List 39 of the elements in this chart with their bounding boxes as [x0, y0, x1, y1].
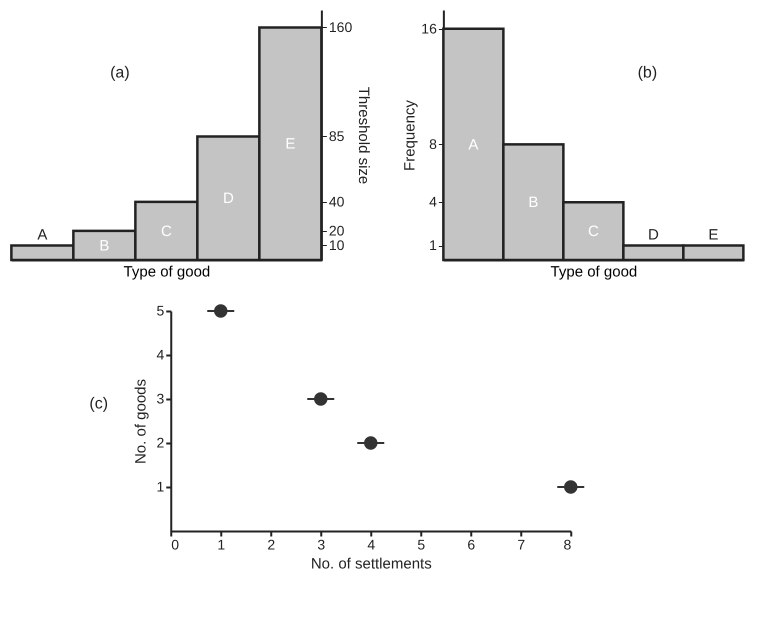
y-tick-label: 3 — [156, 390, 164, 406]
y-tick-label: 1 — [156, 478, 164, 494]
y-axis-title: No. of goods — [132, 378, 150, 464]
y-tick-label: 2 — [156, 434, 164, 450]
y2-tick-label: 20 — [328, 222, 345, 238]
y2-tick-label: 85 — [328, 128, 345, 144]
x-axis-title: No. of settlements — [310, 556, 432, 572]
y-axis-title: Frequency — [401, 100, 418, 171]
x-tick-label: 1 — [217, 536, 226, 552]
x-tick-label: A — [468, 136, 478, 154]
x-tick-label: 0 — [171, 536, 180, 552]
y-tick-label: 4 — [156, 346, 164, 362]
y2-axis-title: Threshold size — [355, 86, 372, 184]
x-tick-label: 3 — [317, 536, 326, 552]
x-tick-label: C — [588, 223, 599, 240]
y2-tick-label: 10 — [328, 236, 345, 253]
x-tick-label: 4 — [367, 536, 376, 552]
x-tick-label: 7 — [517, 536, 526, 552]
x-tick-label: D — [222, 190, 234, 208]
x-tick-label: A — [37, 226, 48, 244]
x-tick-label: B — [528, 194, 538, 212]
x-tick-label: B — [99, 237, 110, 254]
x-tick-label: 8 — [563, 536, 572, 552]
y2-tick-label: 160 — [328, 18, 352, 35]
x-axis-title: Type of good — [124, 264, 210, 280]
x-tick-label: D — [648, 226, 659, 244]
x-tick-label: 2 — [267, 536, 276, 552]
text: (a) — [110, 64, 130, 82]
x-tick-label: 5 — [417, 536, 426, 552]
x-axis-title: Type of good — [550, 264, 638, 280]
x-tick-label: C — [160, 222, 172, 240]
y-tick-label: 5 — [156, 302, 164, 318]
text: (b) — [638, 64, 658, 82]
x-tick-label: E — [708, 226, 718, 244]
text: (c) — [89, 395, 108, 412]
x-tick-label: E — [285, 136, 296, 153]
y-tick-label: 16 — [421, 20, 438, 36]
x-tick-label: 6 — [467, 536, 476, 552]
y2-tick-label: 40 — [328, 193, 345, 210]
